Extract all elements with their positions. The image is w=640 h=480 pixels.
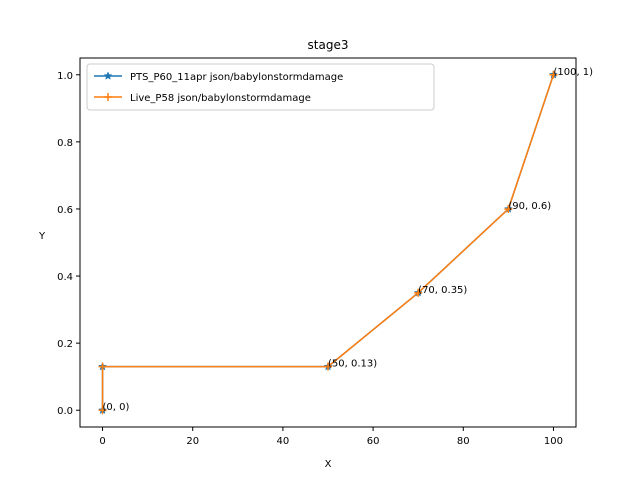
y-tick-label: 0.2 bbox=[57, 339, 73, 350]
legend-marker bbox=[103, 71, 113, 80]
y-tick-label: 1.0 bbox=[57, 71, 73, 82]
legend-label: PTS_P60_11apr json/babylonstormdamage bbox=[130, 72, 343, 83]
x-tick-label: 100 bbox=[544, 436, 563, 447]
x-tick-label: 80 bbox=[457, 436, 470, 447]
y-axis-label: Y bbox=[38, 231, 46, 242]
data-label: (0, 0) bbox=[103, 402, 130, 413]
data-point bbox=[414, 288, 423, 297]
legend-marker bbox=[104, 93, 112, 101]
legend-item-2: Live_P58 json/babylonstormdamage bbox=[94, 93, 311, 104]
x-tick-label: 60 bbox=[367, 436, 380, 447]
data-label: (100, 1) bbox=[553, 67, 593, 78]
data-point bbox=[98, 362, 107, 371]
data-label: (70, 0.35) bbox=[418, 285, 467, 296]
chart-title: stage3 bbox=[308, 38, 349, 52]
plot-frame bbox=[79, 57, 577, 428]
data-label: (90, 0.6) bbox=[508, 201, 551, 212]
data-point bbox=[98, 406, 107, 415]
x-tick-label: 0 bbox=[99, 436, 105, 447]
y-axis-ticks: 0.0 0.2 0.4 0.6 0.8 1.0 bbox=[57, 71, 80, 417]
x-axis-label: X bbox=[325, 459, 332, 470]
y-tick-label: 0.0 bbox=[57, 406, 73, 417]
x-axis-ticks: 0 20 40 60 80 100 bbox=[99, 427, 563, 447]
data-point bbox=[549, 70, 558, 79]
x-tick-label: 40 bbox=[277, 436, 290, 447]
legend-frame bbox=[86, 63, 435, 111]
y-tick-label: 0.8 bbox=[57, 138, 73, 149]
series-2 bbox=[98, 70, 558, 415]
data-point bbox=[504, 204, 513, 213]
y-tick-label: 0.6 bbox=[57, 205, 73, 216]
data-label: (50, 0.13) bbox=[328, 359, 377, 370]
x-tick-label: 20 bbox=[186, 436, 199, 447]
legend: PTS_P60_11apr json/babylonstormdamage Liv… bbox=[86, 63, 435, 111]
series-line bbox=[101, 74, 555, 411]
data-point bbox=[324, 362, 332, 371]
y-tick-label: 0.4 bbox=[57, 272, 73, 283]
legend-label: Live_P58 json/babylonstormdamage bbox=[130, 93, 311, 104]
annotations-group: (0, 0) (50, 0.13) (70, 0.35) (90, 0.6) (100,… bbox=[103, 67, 594, 413]
legend-item-1: PTS_P60_11apr json/babylonstormdamage bbox=[94, 71, 343, 83]
series-group bbox=[98, 70, 558, 415]
plot-area bbox=[79, 57, 577, 428]
